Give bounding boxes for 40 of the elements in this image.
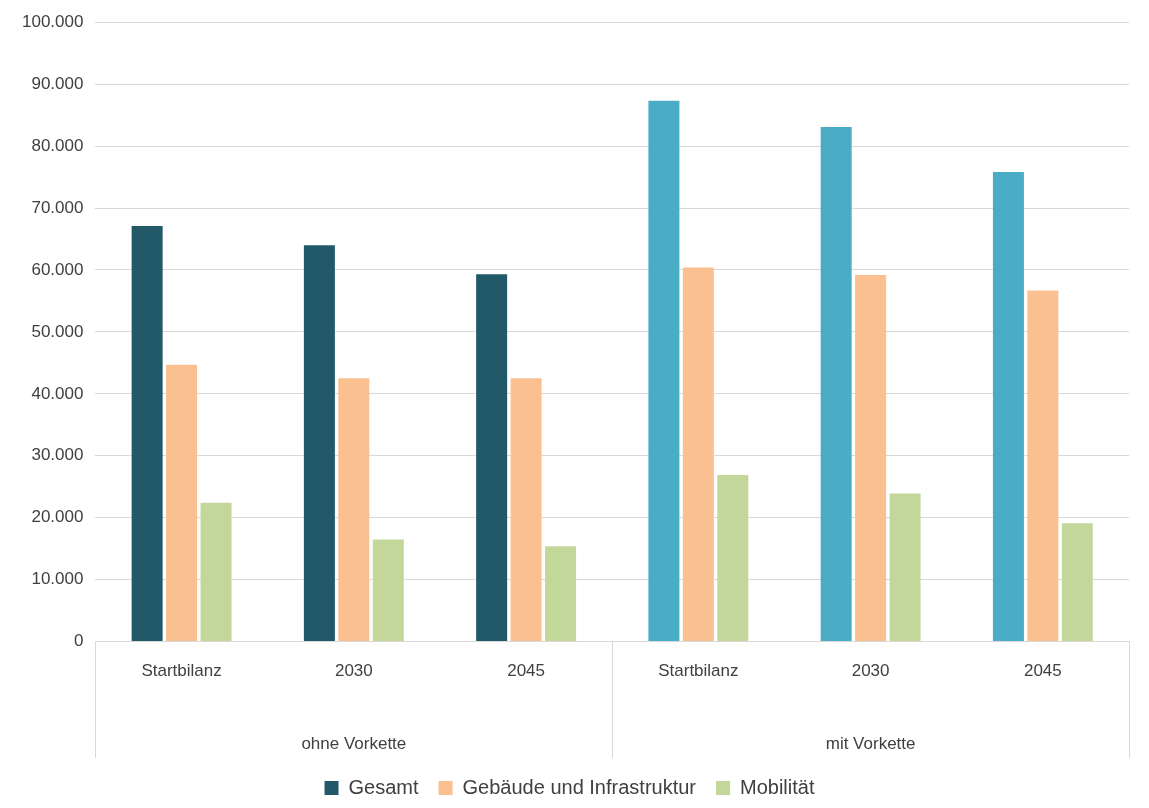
y-tick-label: 80.000 xyxy=(31,135,84,155)
bar xyxy=(889,493,921,642)
bar xyxy=(476,274,508,642)
legend-label: Gesamt xyxy=(348,775,419,798)
x-tick-label: 2045 xyxy=(1023,661,1062,681)
bar xyxy=(855,274,887,642)
legend-label: Gebäude und Infrastruktur xyxy=(462,775,697,798)
bar xyxy=(682,267,714,642)
text: ohne Vorkette xyxy=(301,733,407,753)
y-tick-label: 100.000 xyxy=(22,11,84,31)
y-tick-label: 30.000 xyxy=(31,445,84,465)
bar xyxy=(510,378,542,642)
bar xyxy=(303,245,335,642)
y-tick-label: 70.000 xyxy=(31,197,84,217)
bar xyxy=(545,546,577,642)
x-tick-label: 2045 xyxy=(507,661,546,681)
bar xyxy=(717,474,749,642)
y-tick-label: 60.000 xyxy=(31,259,84,279)
bar xyxy=(372,539,404,642)
y-tick-label: 50.000 xyxy=(31,321,84,341)
bar xyxy=(820,126,852,642)
y-tick-label: 10.000 xyxy=(31,569,84,589)
legend-label: Mobilität xyxy=(740,775,815,798)
bar xyxy=(1027,290,1059,642)
x-tick-label: 2030 xyxy=(851,661,890,681)
bar xyxy=(992,172,1024,642)
bar xyxy=(1061,523,1093,642)
y-tick-label: 0 xyxy=(73,631,84,651)
y-tick-label: 20.000 xyxy=(31,507,84,527)
bar xyxy=(200,502,232,642)
bar xyxy=(166,364,198,642)
bar xyxy=(338,378,370,642)
y-tick-label: 90.000 xyxy=(31,73,84,93)
y-tick-label: 40.000 xyxy=(31,383,84,403)
bar xyxy=(648,100,680,642)
x-tick-label: 2030 xyxy=(334,661,373,681)
x-tick-label: Startbilanz xyxy=(141,661,222,681)
x-tick-label: Startbilanz xyxy=(658,661,739,681)
text: mit Vorkette xyxy=(825,733,916,753)
bar xyxy=(131,225,163,642)
